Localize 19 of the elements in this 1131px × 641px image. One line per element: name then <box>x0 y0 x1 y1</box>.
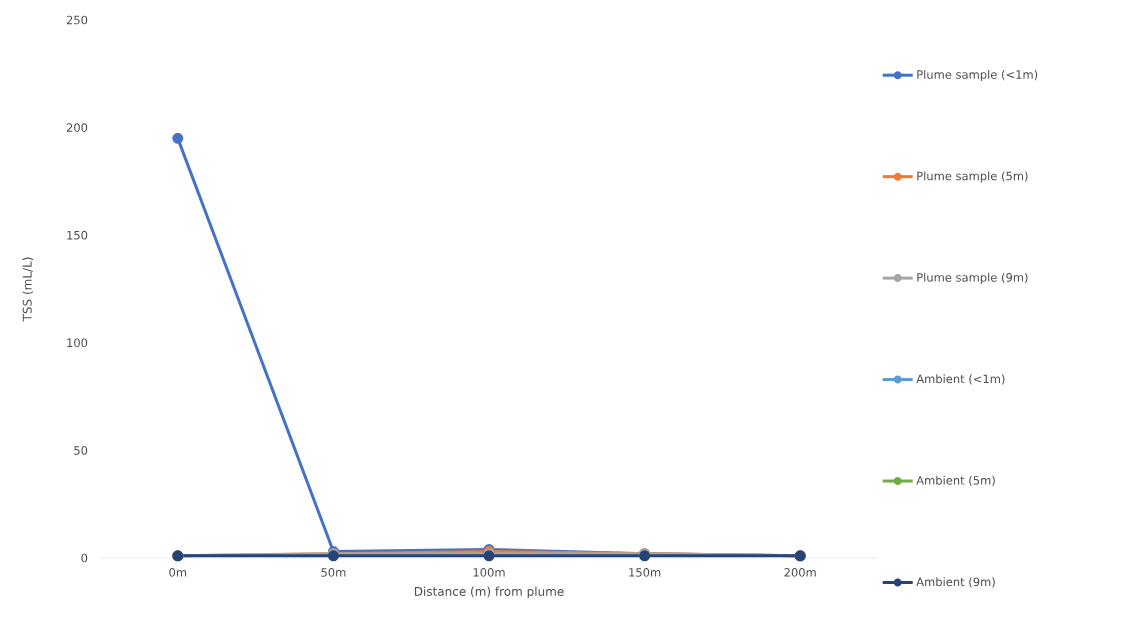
legend-label: Plume sample (9m) <box>917 272 1028 284</box>
y-tick-label: 150 <box>67 230 88 240</box>
legend-label: Plume sample (<1m) <box>917 69 1038 82</box>
legend-label: Ambient (5m) <box>916 475 995 487</box>
legend-label: Ambient (9m) <box>916 577 995 588</box>
legend-label: Plume sample (5m) <box>917 171 1028 183</box>
y-tick-label: 0 <box>81 553 88 563</box>
y-tick-label: 200 <box>66 123 88 132</box>
x-tick-label: 200m <box>784 568 816 577</box>
y-tick-label: 100 <box>67 338 88 348</box>
x-tick-label: 50m <box>321 568 346 577</box>
legend-label: Ambient (<1m) <box>916 374 1005 385</box>
x-tick-label: 150m <box>629 568 661 577</box>
y-tick-label: 250 <box>66 15 88 25</box>
x-tick-label: 0m <box>169 568 187 577</box>
y-axis-title: TSS (mL/L) <box>22 257 34 322</box>
x-tick-label: 100m <box>473 568 505 577</box>
x-axis-title: Distance (m) from plume <box>414 586 564 599</box>
y-tick-label: 50 <box>74 446 88 455</box>
